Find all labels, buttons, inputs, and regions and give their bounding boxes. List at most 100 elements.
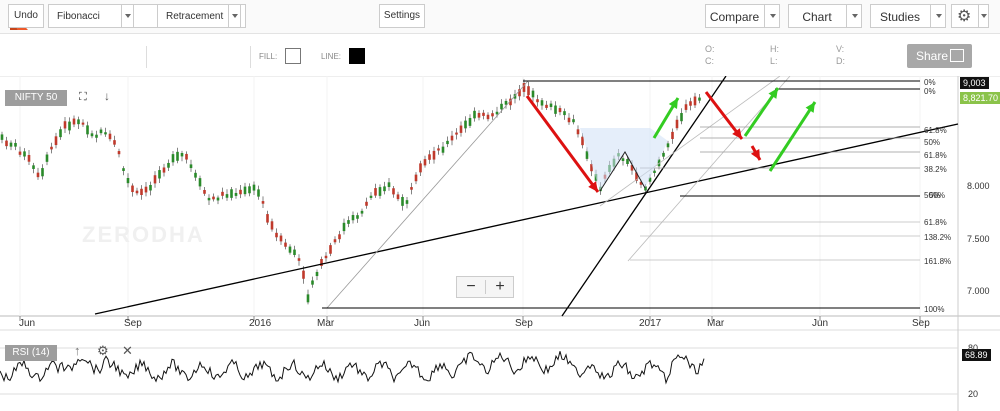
candle-body <box>171 154 175 163</box>
compare-button[interactable]: Compare <box>705 4 780 28</box>
candle-body <box>72 118 76 125</box>
candle-body <box>266 214 269 223</box>
candle-body <box>621 158 625 161</box>
trendline <box>561 76 727 317</box>
chart-label: Chart <box>802 10 832 24</box>
candle-body <box>122 168 125 171</box>
rsi-value-tag: 68.89 <box>962 349 991 361</box>
share-icon <box>950 49 964 62</box>
line-color-swatch[interactable] <box>349 48 365 64</box>
arrow-down-icon[interactable]: ↓ <box>104 89 110 103</box>
zoom-control: − + <box>456 276 514 298</box>
candle-body <box>689 101 692 106</box>
drawing-tool-label: Fibonacci <box>57 11 100 22</box>
gear-icon[interactable]: ⚙ <box>97 343 109 358</box>
candle-body <box>54 136 58 146</box>
x-axis-label: Jun <box>414 318 431 329</box>
undo-button[interactable]: Undo <box>8 4 44 28</box>
candle-body <box>198 178 202 187</box>
candle-body <box>270 221 274 230</box>
zoom-out-button[interactable]: − <box>466 278 476 295</box>
fullscreen-icon[interactable]: ⛶ <box>79 91 87 103</box>
candle-body <box>261 201 265 204</box>
candle-body <box>563 111 566 116</box>
drawing-tool-select[interactable]: Fibonacci <box>48 4 134 28</box>
last-price-tag: 8,821.70 <box>960 92 1000 104</box>
candle-body <box>167 162 170 168</box>
candle-body <box>536 99 539 103</box>
candle-body <box>311 280 314 285</box>
candle-body <box>27 155 31 162</box>
drawing-toolbar <box>0 40 1000 74</box>
compare-label: Compare <box>709 10 760 24</box>
high-price-tag: 9,003 <box>960 77 989 89</box>
share-button[interactable]: Share <box>907 44 972 68</box>
candle-body <box>324 255 328 259</box>
chart-type-button[interactable]: Chart <box>788 4 862 28</box>
close-icon[interactable]: ✕ <box>122 343 133 358</box>
candle-body <box>234 192 238 196</box>
green-arrow <box>768 88 778 99</box>
candle-body <box>378 187 382 196</box>
settings-gear-button[interactable]: ⚙ <box>951 4 989 28</box>
candle-body <box>320 259 323 266</box>
candle-body <box>698 97 701 101</box>
candle-body <box>414 174 418 182</box>
candle-body <box>342 222 346 232</box>
candle-body <box>176 151 179 161</box>
fib-mode-select[interactable]: Retracement <box>157 4 241 28</box>
fib-level-label: 0% <box>924 78 936 87</box>
candle-body <box>581 136 584 146</box>
candle-body <box>626 159 629 165</box>
candle-body <box>212 196 215 200</box>
candle-body <box>225 194 229 198</box>
candle-body <box>644 186 647 191</box>
zoom-in-button[interactable]: + <box>495 278 505 295</box>
ohlc-high: H: <box>770 44 779 54</box>
rsi-y-axis-label: 80 <box>968 343 979 353</box>
candle-body <box>180 152 184 157</box>
drawing-settings-button[interactable]: Settings <box>379 4 425 28</box>
studies-caret-icon[interactable] <box>930 5 945 27</box>
candle-body <box>239 189 242 195</box>
candle-body <box>401 196 404 206</box>
candle-body <box>9 142 13 147</box>
candle-body <box>86 125 89 135</box>
x-axis-label: Sep <box>124 318 142 329</box>
chart-drawings <box>94 76 959 317</box>
toolbar-divider <box>250 46 251 68</box>
fill-label: FILL: <box>259 52 278 61</box>
candle-body <box>284 242 287 247</box>
chart-caret-icon[interactable] <box>846 5 861 27</box>
candle-body <box>572 119 575 123</box>
drawing-tool-caret-icon[interactable] <box>121 5 133 27</box>
x-axis-label: Jun <box>812 318 829 329</box>
candlestick-series <box>0 79 701 305</box>
candle-body <box>428 154 431 160</box>
fib-level-label: 50% <box>929 191 946 200</box>
studies-button[interactable]: Studies <box>870 4 946 28</box>
x-axis-label: Sep <box>515 318 533 329</box>
fib-mode-caret-icon[interactable] <box>228 5 240 27</box>
x-axis-label: 2017 <box>639 318 662 329</box>
fib-level-label: 0% <box>924 87 936 96</box>
y-axis-label: 8.000 <box>967 181 990 191</box>
candle-body <box>144 186 148 193</box>
fill-color-swatch[interactable] <box>285 48 301 64</box>
candle-body <box>104 132 107 135</box>
candle-body <box>567 117 571 123</box>
candle-body <box>500 103 503 110</box>
candle-body <box>504 100 508 105</box>
price-chart[interactable] <box>0 76 1000 411</box>
move-up-icon[interactable]: ↑ <box>74 343 81 358</box>
pattern-outline <box>599 151 646 192</box>
candle-body <box>684 104 688 110</box>
candle-body <box>405 200 409 204</box>
compare-caret-icon[interactable] <box>764 5 779 27</box>
candle-body <box>131 185 134 193</box>
candle-body <box>360 210 364 214</box>
ohlc-open: O: <box>705 44 715 54</box>
candle-body <box>671 131 674 139</box>
candle-body <box>383 186 386 192</box>
candle-body <box>531 90 535 98</box>
